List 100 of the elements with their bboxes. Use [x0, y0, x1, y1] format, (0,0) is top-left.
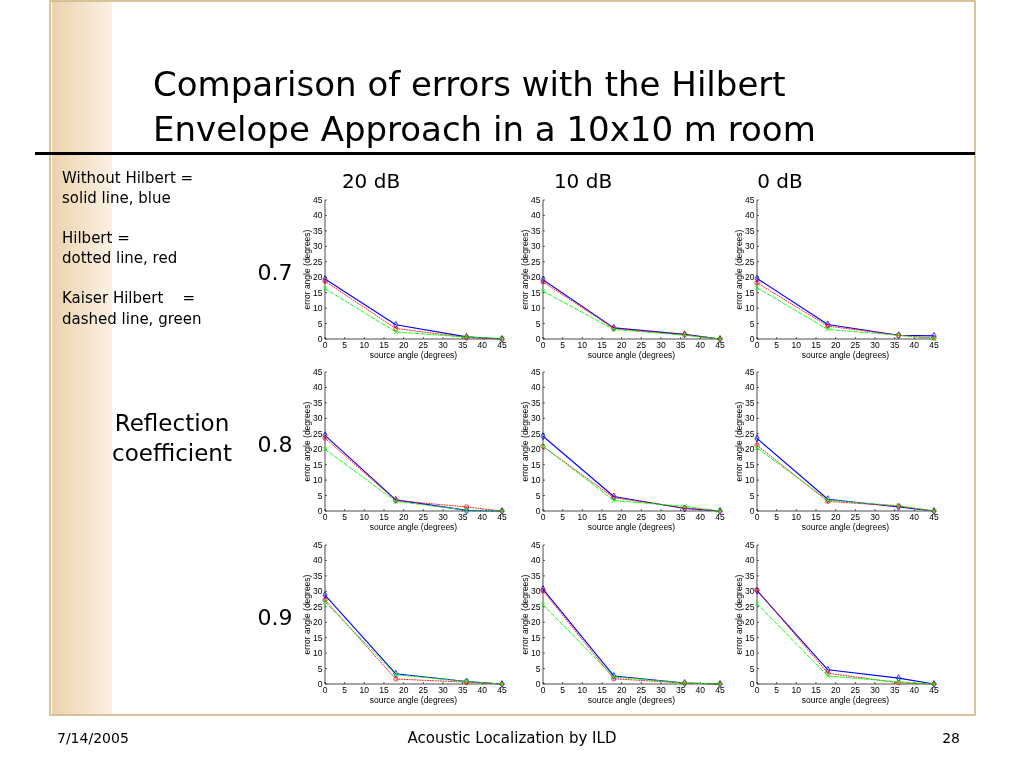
y-tick-label: 10 [313, 648, 323, 659]
y-tick-label: 30 [745, 413, 755, 424]
point [393, 325, 399, 331]
y-tick-label: 40 [745, 210, 755, 221]
x-tick-label: 30 [656, 685, 666, 695]
x-tick-label: 10 [791, 340, 802, 350]
y-tick-label: 10 [531, 303, 541, 314]
y-tick-label: 20 [313, 272, 323, 283]
x-tick-label: 30 [870, 512, 880, 522]
y-tick-label: 10 [745, 303, 755, 314]
y-tick-label: 40 [531, 382, 541, 393]
x-tick-label: 20 [398, 685, 409, 695]
point [540, 279, 546, 285]
x-tick-label: 20 [616, 685, 627, 695]
y-tick-label: 45 [745, 367, 755, 377]
point [322, 591, 328, 599]
y-tick-label: 35 [313, 397, 323, 408]
x-tick-label: 35 [457, 512, 468, 522]
x-tick-label: 25 [850, 340, 861, 350]
point [322, 435, 328, 441]
x-tick-label: 15 [597, 512, 607, 522]
x-tick-label: 45 [497, 340, 507, 350]
x-tick-label: 5 [774, 685, 780, 695]
y-tick-label: 25 [531, 256, 541, 267]
x-axis-title: source angle (degrees) [369, 695, 458, 705]
x-tick-label: 15 [597, 340, 607, 350]
y-tick-label: 30 [531, 413, 541, 424]
y-tick-label: 30 [313, 586, 323, 597]
y-tick-label: 45 [745, 195, 755, 205]
x-axis-title: source angle (degrees) [587, 522, 676, 532]
x-axis-title: source angle (degrees) [801, 350, 890, 360]
x-tick-label: 5 [774, 512, 780, 522]
point [754, 601, 760, 607]
y-tick-label: 40 [531, 210, 541, 221]
y-axis-title: error angle (degrees) [302, 574, 312, 655]
x-tick-label: 15 [811, 685, 821, 695]
x-tick-label: 45 [497, 512, 507, 522]
x-tick-label: 10 [791, 512, 802, 522]
y-tick-label: 30 [531, 241, 541, 252]
x-tick-label: 5 [342, 685, 348, 695]
y-tick-label: 5 [749, 318, 755, 329]
x-tick-label: 10 [791, 685, 802, 695]
y-tick-label: 25 [313, 601, 323, 612]
x-tick-label: 15 [811, 340, 821, 350]
chart-title: 0 dB [757, 169, 803, 193]
x-axis-title: source angle (degrees) [801, 695, 890, 705]
y-axis-title: error angle (degrees) [520, 401, 530, 482]
y-tick-label: 35 [531, 397, 541, 408]
y-tick-label: 25 [531, 428, 541, 439]
y-tick-label: 5 [535, 490, 541, 501]
y-tick-label: 40 [313, 555, 323, 566]
y-tick-label: 25 [313, 256, 323, 267]
x-tick-label: 30 [438, 685, 448, 695]
point [322, 286, 328, 292]
text: Acoustic Localization by ILD [407, 729, 617, 747]
y-tick-label: 25 [745, 256, 755, 267]
y-tick-label: 30 [745, 241, 755, 252]
x-tick-label: 10 [359, 512, 370, 522]
y-tick-label: 35 [313, 570, 323, 581]
x-tick-label: 30 [438, 340, 448, 350]
x-tick-label: 30 [656, 340, 666, 350]
x-axis-title: source angle (degrees) [369, 522, 458, 532]
y-tick-label: 30 [313, 241, 323, 252]
x-tick-label: 10 [577, 340, 588, 350]
y-tick-label: 10 [531, 475, 541, 486]
y-tick-label: 15 [745, 287, 755, 298]
y-axis-title: error angle (degrees) [520, 574, 530, 655]
x-axis-title: source angle (degrees) [587, 695, 676, 705]
x-tick-label: 25 [850, 685, 861, 695]
y-tick-label: 15 [745, 632, 755, 643]
y-tick-label: 5 [317, 490, 323, 501]
x-tick-label: 40 [477, 512, 488, 522]
x-axis-title: source angle (degrees) [369, 350, 458, 360]
chart-title: 10 dB [553, 169, 613, 193]
y-tick-label: 5 [535, 318, 541, 329]
y-tick-label: 15 [531, 632, 541, 643]
y-tick-label: 15 [745, 459, 755, 470]
x-tick-label: 35 [889, 685, 900, 695]
y-tick-label: 30 [531, 586, 541, 597]
y-tick-label: 10 [745, 475, 755, 486]
x-tick-label: 20 [830, 512, 841, 522]
x-tick-label: 20 [398, 512, 409, 522]
text: Kaiser Hilbert = dashed line, green [62, 289, 202, 328]
y-tick-label: 25 [745, 601, 755, 612]
x-tick-label: 45 [929, 685, 939, 695]
y-tick-label: 40 [313, 210, 323, 221]
y-tick-label: 15 [531, 459, 541, 470]
x-tick-label: 5 [560, 512, 566, 522]
x-tick-label: 45 [715, 685, 725, 695]
x-tick-label: 15 [379, 512, 389, 522]
x-tick-label: 20 [830, 340, 841, 350]
y-tick-label: 5 [749, 663, 755, 674]
y-tick-label: 15 [313, 459, 323, 470]
x-tick-label: 45 [715, 340, 725, 350]
y-tick-label: 40 [745, 555, 755, 566]
x-tick-label: 15 [379, 685, 389, 695]
y-tick-label: 15 [531, 287, 541, 298]
point [540, 288, 546, 294]
point [393, 676, 399, 682]
x-tick-label: 30 [438, 512, 448, 522]
